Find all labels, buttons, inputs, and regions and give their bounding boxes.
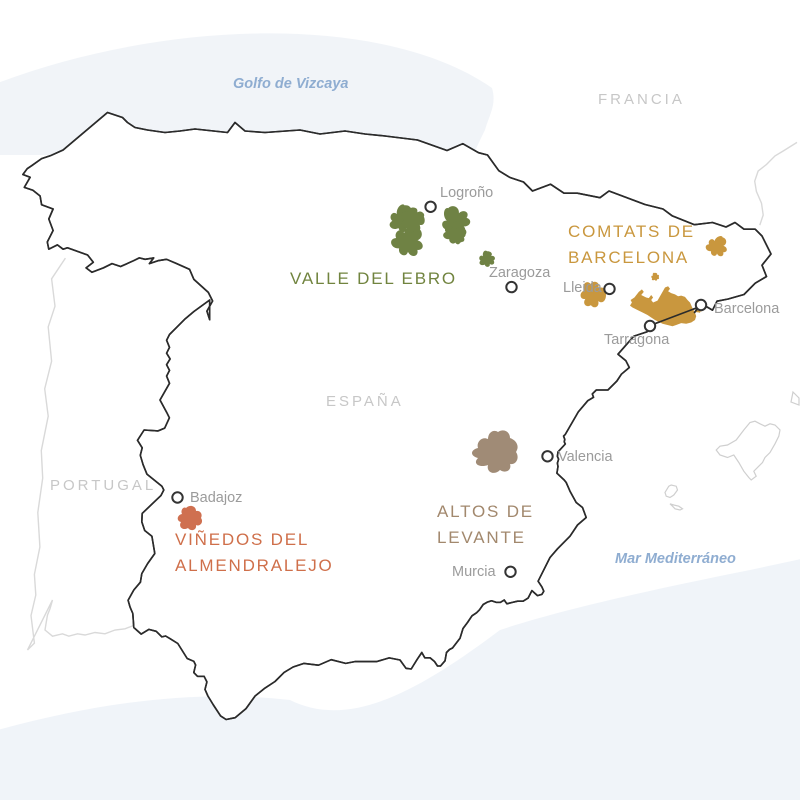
- svg-text:PORTUGAL: PORTUGAL: [50, 477, 156, 494]
- svg-text:Valencia: Valencia: [558, 449, 613, 465]
- svg-text:VIÑEDOS DEL: VIÑEDOS DEL: [175, 530, 309, 549]
- svg-text:Lleida: Lleida: [563, 280, 603, 296]
- svg-text:ALTOS DE: ALTOS DE: [437, 502, 534, 521]
- svg-text:Golfo de Vizcaya: Golfo de Vizcaya: [233, 76, 349, 92]
- svg-text:Badajoz: Badajoz: [190, 490, 242, 506]
- svg-text:Mar Mediterráneo: Mar Mediterráneo: [615, 551, 736, 567]
- svg-text:VALLE DEL EBRO: VALLE DEL EBRO: [290, 269, 457, 288]
- svg-text:ESPAÑA: ESPAÑA: [326, 393, 404, 410]
- svg-text:LEVANTE: LEVANTE: [437, 528, 526, 547]
- svg-text:Zaragoza: Zaragoza: [489, 265, 551, 281]
- svg-text:Barcelona: Barcelona: [714, 301, 780, 317]
- svg-text:BARCELONA: BARCELONA: [568, 248, 689, 267]
- svg-text:Logroño: Logroño: [440, 185, 493, 201]
- svg-text:Murcia: Murcia: [452, 564, 496, 580]
- svg-text:Tarragona: Tarragona: [604, 332, 670, 348]
- svg-text:FRANCIA: FRANCIA: [598, 91, 685, 108]
- svg-text:COMTATS DE: COMTATS DE: [568, 222, 695, 241]
- svg-text:ALMENDRALEJO: ALMENDRALEJO: [175, 556, 334, 575]
